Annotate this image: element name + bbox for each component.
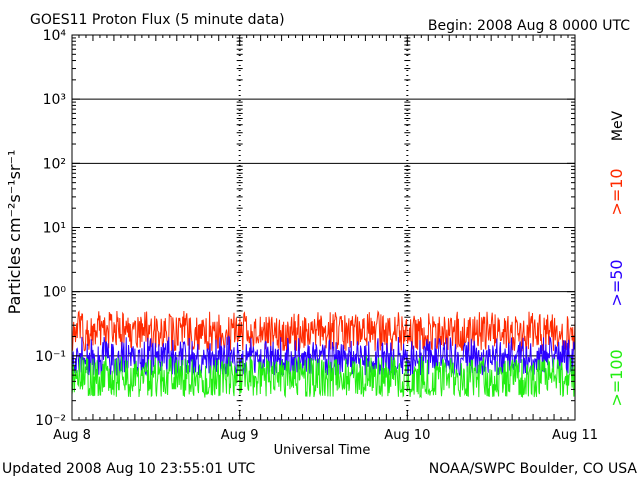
y-tick-label: 10² [43, 156, 66, 172]
begin-time: Begin: 2008 Aug 8 0000 UTC [428, 18, 630, 34]
y-axis-label: Particles cm⁻²s⁻¹sr⁻¹ [5, 150, 24, 315]
y-tick-label: 10⁻¹ [35, 349, 66, 365]
legend-label-2: >=100 [607, 349, 626, 406]
axes-group: 10⁻² 10⁻¹ 10⁰ 10¹ 10² 10³ 10⁴ Aug 8 Aug 9 Aug 10 A… [35, 28, 598, 443]
x-tick-label: Aug 8 [53, 428, 91, 443]
y-tick-label: 10¹ [43, 221, 66, 237]
series-line-1 [71, 335, 576, 377]
svg-text:Particles cm⁻²s⁻¹sr⁻¹: Particles cm⁻²s⁻¹sr⁻¹ [5, 150, 24, 315]
y-tick-label: 10⁰ [43, 285, 67, 301]
credit-text: NOAA/SWPC Boulder, CO USA [429, 461, 638, 477]
y-tick-label: 10⁻² [35, 413, 66, 429]
legend: >=10 >=50 >=100 MeV [607, 110, 626, 406]
x-tick-label: Aug 9 [221, 428, 259, 443]
x-tick-label: Aug 11 [552, 428, 598, 443]
y-tick-label: 10⁴ [43, 28, 67, 44]
series-line-2 [71, 355, 576, 399]
legend-label-0: >=10 [607, 168, 626, 215]
legend-label-1: >=50 [607, 259, 626, 306]
chart-title: GOES11 Proton Flux (5 minute data) [30, 12, 285, 28]
x-axis-label: Universal Time [274, 443, 371, 458]
series-group [71, 310, 576, 399]
updated-text: Updated 2008 Aug 10 23:55:01 UTC [2, 461, 255, 477]
legend-units: MeV [610, 110, 626, 141]
x-tick-label: Aug 10 [384, 428, 430, 443]
y-tick-label: 10³ [43, 92, 66, 108]
